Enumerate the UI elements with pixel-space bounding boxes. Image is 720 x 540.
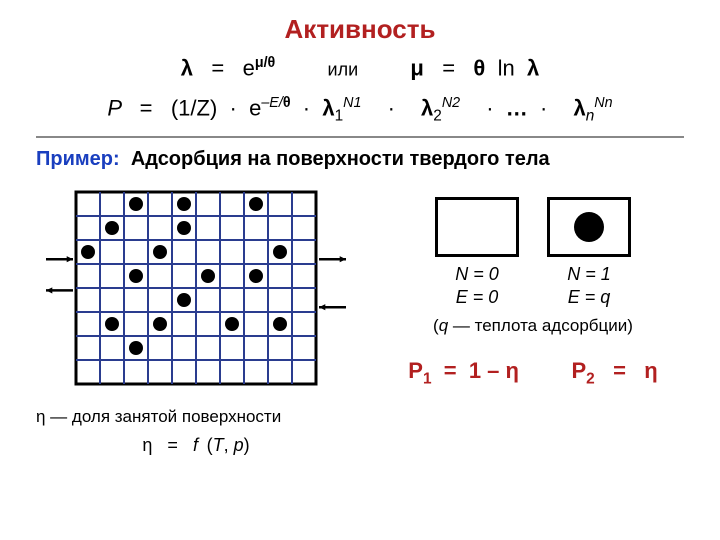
lattice-grid — [41, 183, 351, 393]
example-label: Пример: — [36, 148, 120, 170]
eq2-dot5: · — [540, 96, 547, 121]
eq2-P: P — [107, 96, 121, 121]
eq1-eq: = — [211, 55, 224, 80]
separator-rule — [36, 136, 684, 138]
eq2-dot4: · — [486, 96, 493, 121]
eta-eq-args: (T, p) — [203, 435, 250, 455]
cell-occupied: N = 1 E = q — [547, 197, 631, 308]
eta-note: η — доля занятой поверхности — [36, 407, 356, 427]
equation-row-2: P = (1/Z) · e–E/θ · λ1N1 · λ2N2 · … · λn… — [36, 95, 684, 126]
eq1-exp: μ/θ — [255, 55, 275, 71]
eq1-lhs: λ — [181, 55, 193, 80]
occupied-dot-icon — [574, 212, 604, 242]
eq2-dot3: · — [388, 96, 395, 121]
eta-eq-lhs: η — [142, 435, 152, 455]
example-text: Адсорбция на поверхности твердого тела — [131, 148, 550, 170]
eq2-lamn: λ — [573, 96, 585, 121]
q-note: (q — теплота адсорбции) — [382, 316, 684, 336]
eq2-ellipsis: … — [506, 96, 528, 121]
equation-row-1: λ = eμ/θ или μ = θ ln λ — [36, 55, 684, 81]
eta-eq-eq: = — [167, 435, 178, 455]
eq2-sub2: 2 — [433, 108, 442, 125]
eq2-lam2: λ — [421, 96, 433, 121]
eq1-base: e — [243, 55, 255, 80]
eta-eq-f: f — [193, 435, 198, 455]
eq2-exp: –E/θ — [261, 95, 290, 111]
p1-equation: P1 = 1 – η — [408, 358, 519, 388]
eq2-sub1: 1 — [335, 108, 344, 125]
p-equations: P1 = 1 – η P2 = η — [382, 358, 684, 388]
eq2-eq: = — [140, 96, 153, 121]
cell-empty-labels: N = 0 E = 0 — [435, 263, 519, 308]
eq2-lam1: λ — [322, 96, 334, 121]
eq1b-lambda: λ — [527, 55, 539, 80]
eq2-sup2: N2 — [442, 95, 460, 111]
eq2-sup1: N1 — [343, 95, 361, 111]
eq2-supn: Nn — [594, 95, 612, 111]
eq1b-lhs: μ — [410, 55, 423, 80]
eq1b-ln: ln — [491, 55, 520, 80]
eq2-dot2: · — [303, 96, 310, 121]
eq2-subn: n — [586, 108, 595, 125]
eta-equation: η = f (T, p) — [36, 435, 356, 456]
cell-occupied-labels: N = 1 E = q — [547, 263, 631, 308]
cell-occupied-box — [547, 197, 631, 257]
eq2-dot1: · — [230, 96, 237, 121]
example-line: Пример: Адсорбция на поверхности твердог… — [36, 148, 684, 171]
eq2-inv: (1/Z) — [171, 96, 217, 121]
eq1b-theta: θ — [473, 55, 485, 80]
cell-empty: N = 0 E = 0 — [435, 197, 519, 308]
two-cells-row: N = 0 E = 0 N = 1 E = q — [382, 197, 684, 308]
cell-empty-box — [435, 197, 519, 257]
p2-equation: P2 = η — [571, 358, 657, 388]
eq1b-eq: = — [442, 55, 455, 80]
or-word: или — [328, 59, 359, 79]
adsorption-grid-panel: η — доля занятой поверхности η = f (T, p… — [36, 183, 356, 456]
page-title: Активность — [36, 14, 684, 45]
eq2-e: e — [249, 96, 261, 121]
